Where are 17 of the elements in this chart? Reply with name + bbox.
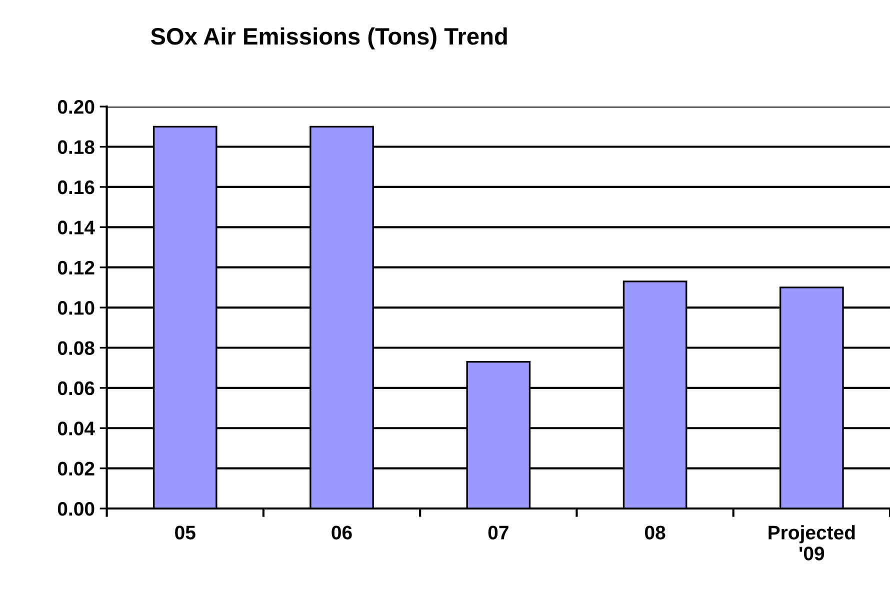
y-tick-label: 0.20 (58, 100, 94, 114)
chart-title: SOx Air Emissions (Tons) Trend (150, 27, 507, 50)
y-tick-label: 0.06 (58, 381, 94, 396)
y-tick-label: 0.12 (58, 260, 94, 275)
x-tick-label: 06 (332, 526, 352, 540)
y-tick-label: 0.14 (58, 220, 95, 234)
x-tick-label: 05 (175, 526, 196, 540)
y-tick-label: 0.10 (58, 301, 94, 315)
y-tick-label: 0.00 (58, 502, 94, 516)
y-tick-label: 0.04 (58, 422, 95, 436)
x-tick-label: 07 (488, 526, 508, 540)
y-tick-label: 0.16 (58, 180, 94, 194)
x-tick-label: 08 (644, 526, 666, 540)
y-tick-label: 0.02 (58, 462, 94, 476)
x-tick-label: Projected '09 (768, 525, 855, 560)
y-tick-label: 0.08 (58, 341, 94, 355)
y-tick-label: 0.18 (58, 140, 94, 154)
